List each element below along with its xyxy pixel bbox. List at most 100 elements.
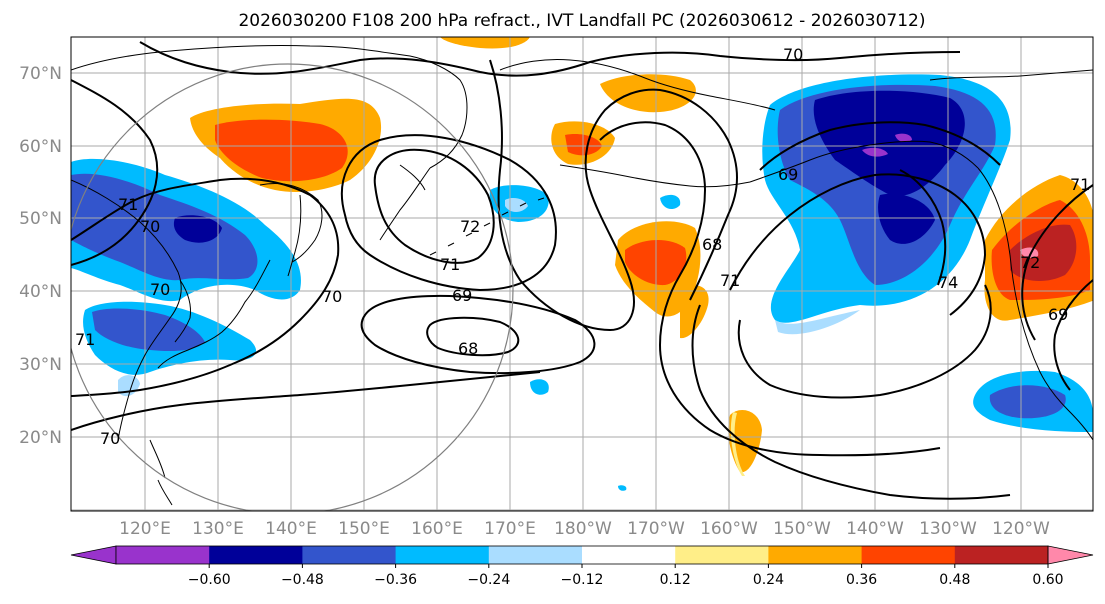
contour-label: 68 — [458, 339, 478, 358]
lat-label: 50°N — [19, 209, 62, 229]
lon-label: 120°W — [992, 519, 1050, 539]
colorbar-extend-high — [1047, 545, 1094, 565]
contour-label: 68 — [702, 235, 722, 254]
shade-cyan-sub — [530, 379, 549, 395]
colorbar-extend-low — [70, 545, 117, 565]
contour-label: 70 — [322, 287, 342, 306]
colorbar-swatch — [675, 546, 769, 564]
shade-navy-japan — [173, 215, 222, 243]
contour-label: 71 — [118, 195, 138, 214]
shade-lightblue-gulf — [775, 310, 860, 335]
lat-label: 60°N — [19, 137, 62, 157]
contour-label: 70 — [140, 217, 160, 236]
coast-bc — [977, 167, 1011, 256]
coast-korea — [174, 279, 191, 343]
contour-label: 71 — [440, 255, 460, 274]
contour-68-trough — [599, 121, 941, 457]
lat-label: 40°N — [19, 282, 62, 302]
colorbar-swatch — [395, 546, 490, 564]
colorbar-swatch — [302, 546, 397, 564]
coast-aleutians — [429, 197, 545, 256]
colorbar-swatch — [861, 546, 956, 564]
contour-label: 72 — [460, 217, 480, 236]
contour-label: 70 — [783, 45, 803, 64]
map-content: 70 71 72 69 68 69 71 68 74 70 71 72 70 7… — [71, 37, 1093, 511]
contour-low-sw — [737, 284, 992, 399]
contour-label-group: 70 71 72 69 68 69 71 68 74 70 71 72 70 7… — [75, 45, 1090, 448]
shade-orange-arctic — [440, 37, 530, 49]
lon-label: 130°W — [919, 519, 977, 539]
colorbar-tick-label: 0.60 — [1032, 572, 1063, 588]
colorbar-swatch — [488, 546, 583, 564]
contour-label: 70 — [150, 280, 170, 299]
coast-kamchatka — [379, 164, 431, 241]
lon-label: 150°E — [338, 519, 390, 539]
shade-red-okhotsk — [215, 119, 348, 182]
map-title: 2026030200 F108 200 hPa refract., IVT La… — [238, 11, 925, 31]
lon-label: 170°W — [627, 519, 685, 539]
contour-label: 71 — [720, 271, 740, 290]
coast-china — [71, 179, 182, 441]
graticule — [71, 37, 1093, 511]
colorbar-tick-label: 0.12 — [660, 572, 691, 588]
colorbar-tick-label: 0.36 — [846, 572, 877, 588]
contour-74 — [899, 169, 947, 286]
contour-72-high — [373, 148, 495, 264]
contour-label: 70 — [100, 429, 120, 448]
lon-label: 140°E — [265, 519, 317, 539]
colorbar-tick-label: −0.48 — [281, 572, 324, 588]
contour-label: 71 — [1070, 175, 1090, 194]
lat-label: 20°N — [19, 428, 62, 448]
contour-69 — [360, 294, 596, 375]
colorbar: −0.60 −0.48 −0.36 −0.24 −0.12 0.12 0.24 0.36 0.4… — [70, 545, 1094, 588]
colorbar-swatch — [582, 546, 676, 564]
contour-70-east — [691, 304, 1011, 500]
height-contours — [71, 41, 1093, 500]
contour-label: 69 — [452, 286, 472, 305]
shade-orange-alaska — [600, 74, 696, 113]
coast-sakhalin — [287, 194, 302, 277]
map-frame — [70, 36, 1094, 512]
colorbar-swatch — [954, 546, 1049, 564]
lon-label: 160°W — [700, 519, 758, 539]
shade-cyan-tiny — [618, 485, 627, 491]
colorbar-tick-label: −0.24 — [467, 572, 510, 588]
colorbar-swatch — [209, 546, 303, 564]
colorbar-tick-label: −0.60 — [188, 572, 231, 588]
coast-alaska-peninsula — [559, 164, 751, 188]
shade-blue-japan-north — [71, 173, 258, 281]
lon-label: 160°E — [411, 519, 463, 539]
contour-label: 69 — [778, 165, 798, 184]
contour-70-north — [139, 41, 961, 77]
ivt-shading — [71, 37, 1093, 491]
lon-label: 140°W — [846, 519, 904, 539]
shade-cyan-aleut — [660, 194, 681, 210]
shade-orange-south — [680, 285, 709, 339]
coast-uswest — [1009, 254, 1093, 441]
coast-japan — [157, 259, 271, 369]
contour-label: 72 — [1020, 253, 1040, 272]
contour-71-loop — [340, 134, 557, 292]
colorbar-swatch — [768, 546, 863, 564]
lat-label: 70°N — [19, 64, 62, 84]
contour-72-east — [1021, 184, 1093, 341]
lon-label: 180°W — [554, 519, 612, 539]
lon-label: 120°E — [119, 519, 171, 539]
contour-label: 74 — [938, 273, 958, 292]
longitude-labels: 120°E 130°E 140°E 150°E 160°E 170°E 180°… — [119, 519, 1050, 539]
shade-navy-gulf — [813, 90, 965, 196]
coast-okhotsk — [259, 182, 323, 263]
contour-69-east — [759, 121, 1001, 171]
coast-philippines — [149, 439, 173, 506]
contour-ring-west — [71, 79, 159, 266]
contour-label: 69 — [1048, 305, 1068, 324]
latitude-labels: 70°N 60°N 50°N 40°N 30°N 20°N — [19, 64, 62, 448]
lat-label: 30°N — [19, 355, 62, 375]
shade-purple-gulf-2 — [895, 133, 912, 143]
shade-yellow-hawaii — [730, 412, 745, 476]
contour-label: 71 — [75, 330, 95, 349]
coast-canada-north — [929, 69, 1093, 81]
contour-69-far-east — [1053, 279, 1093, 391]
colorbar-tick-label: −0.12 — [561, 572, 604, 588]
